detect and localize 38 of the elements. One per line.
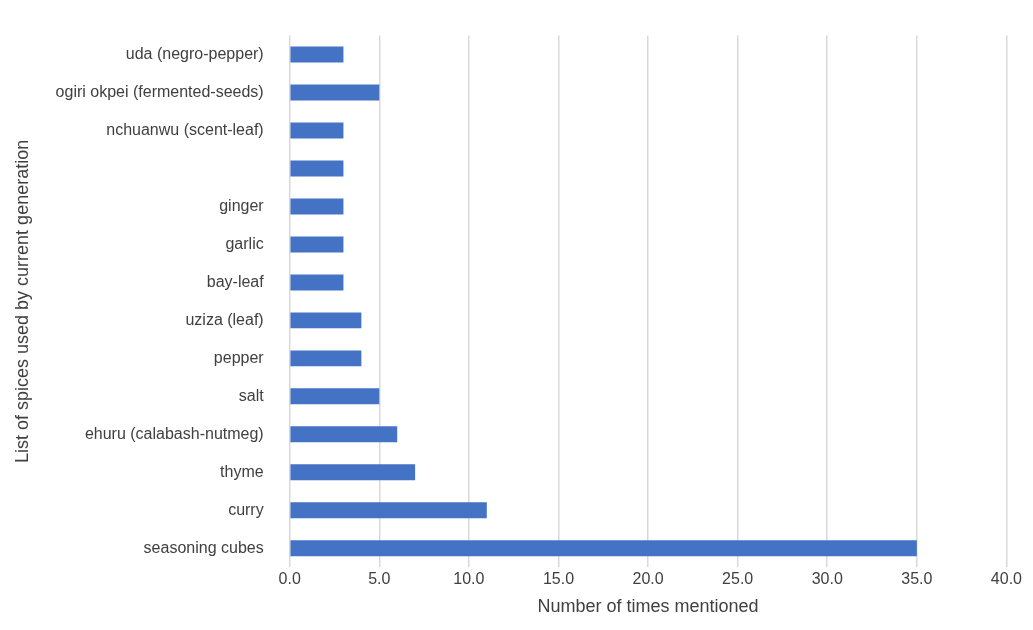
y-tick-label: bay-leaf: [206, 272, 265, 290]
x-tick-label: 20.0: [632, 570, 664, 588]
x-tick-label: 30.0: [811, 570, 843, 588]
bar: [290, 46, 344, 63]
y-tick-label: garlic: [225, 234, 264, 252]
x-tick-label: 10.0: [453, 570, 485, 588]
y-tick-label: curry: [228, 500, 264, 518]
bar: [290, 122, 344, 139]
y-axis-title: List of spices used by current generation: [11, 139, 32, 463]
y-tick-label: seasoning cubes: [143, 538, 264, 556]
y-tick-label: nchuanwu (scent-leaf): [106, 120, 264, 138]
bar: [290, 84, 380, 101]
x-tick-label: 15.0: [542, 570, 575, 588]
bar: [290, 388, 380, 405]
x-tick-label: 35.0: [901, 570, 933, 588]
y-tick-label: thyme: [220, 462, 264, 480]
y-tick-label: ogiri okpei (fermented-seeds): [55, 82, 264, 100]
bar: [290, 540, 917, 557]
bar: [290, 274, 344, 291]
y-tick-label: pepper: [213, 348, 265, 366]
x-tick-label: 40.0: [990, 570, 1023, 588]
bar: [290, 236, 344, 253]
bar: [290, 426, 398, 443]
x-tick-label: 5.0: [368, 570, 391, 588]
y-tick-label: ginger: [219, 196, 265, 214]
bar: [290, 198, 344, 215]
x-axis-title: Number of times mentioned: [537, 596, 759, 617]
x-tick-label: 0.0: [278, 570, 301, 588]
bar: [290, 502, 487, 519]
bar: [290, 160, 344, 177]
bar: [290, 464, 416, 481]
y-tick-label: salt: [238, 386, 265, 404]
y-tick-label: ehuru (calabash-nutmeg): [84, 424, 264, 442]
bar: [290, 350, 362, 367]
y-tick-label: uziza (leaf): [185, 310, 264, 328]
bar: [290, 312, 362, 329]
x-tick-label: 25.0: [722, 570, 754, 588]
y-tick-label: uda (negro-pepper): [125, 44, 264, 62]
